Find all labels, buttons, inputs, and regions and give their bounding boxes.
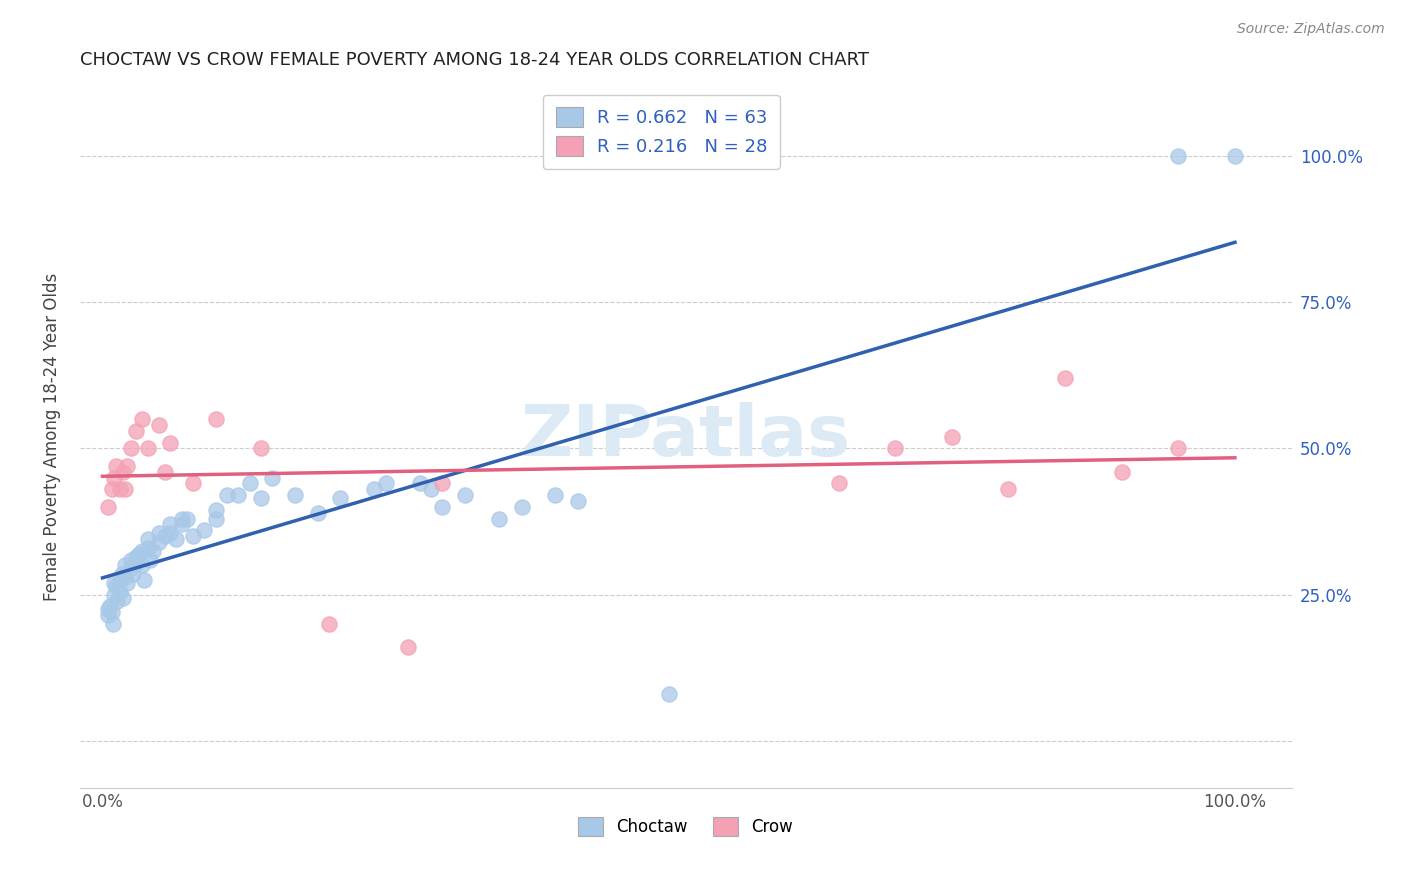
Point bbox=[103, 588, 125, 602]
Point bbox=[488, 511, 510, 525]
Point bbox=[148, 526, 170, 541]
Point bbox=[105, 593, 128, 607]
Legend: Choctaw, Crow: Choctaw, Crow bbox=[572, 811, 800, 843]
Point bbox=[117, 576, 139, 591]
Point bbox=[153, 529, 176, 543]
Point bbox=[114, 483, 136, 497]
Point bbox=[122, 567, 145, 582]
Point bbox=[544, 488, 567, 502]
Point bbox=[97, 608, 120, 623]
Point bbox=[165, 532, 187, 546]
Point bbox=[100, 599, 122, 614]
Point bbox=[101, 617, 124, 632]
Point bbox=[108, 573, 131, 587]
Text: Source: ZipAtlas.com: Source: ZipAtlas.com bbox=[1237, 22, 1385, 37]
Point bbox=[432, 500, 454, 514]
Point bbox=[827, 476, 849, 491]
Point bbox=[125, 424, 148, 438]
Text: ZIPatlas: ZIPatlas bbox=[520, 402, 851, 471]
Point bbox=[131, 558, 153, 573]
Point bbox=[318, 617, 340, 632]
Point bbox=[111, 591, 134, 605]
Point bbox=[131, 412, 153, 426]
Point bbox=[1111, 465, 1133, 479]
Point bbox=[120, 552, 142, 566]
Point bbox=[153, 465, 176, 479]
Point bbox=[419, 483, 441, 497]
Point bbox=[204, 511, 226, 525]
Point bbox=[108, 584, 131, 599]
Point bbox=[170, 517, 193, 532]
Point bbox=[250, 442, 273, 456]
Point bbox=[510, 500, 533, 514]
Point bbox=[159, 526, 181, 541]
Point bbox=[136, 541, 159, 555]
Point bbox=[159, 435, 181, 450]
Point bbox=[997, 483, 1019, 497]
Point bbox=[148, 417, 170, 432]
Point bbox=[262, 470, 284, 484]
Point bbox=[136, 532, 159, 546]
Point bbox=[454, 488, 477, 502]
Point bbox=[204, 412, 226, 426]
Point bbox=[884, 442, 907, 456]
Point bbox=[170, 511, 193, 525]
Point bbox=[114, 558, 136, 573]
Point bbox=[432, 476, 454, 491]
Point bbox=[239, 476, 262, 491]
Point bbox=[125, 549, 148, 564]
Point bbox=[131, 543, 153, 558]
Point bbox=[117, 458, 139, 473]
Point bbox=[120, 561, 142, 575]
Point bbox=[941, 430, 963, 444]
Point bbox=[567, 494, 589, 508]
Point bbox=[134, 573, 156, 587]
Point bbox=[363, 483, 385, 497]
Point bbox=[1167, 442, 1189, 456]
Point bbox=[136, 442, 159, 456]
Point bbox=[128, 547, 150, 561]
Point bbox=[108, 483, 131, 497]
Point bbox=[105, 458, 128, 473]
Point bbox=[100, 605, 122, 619]
Point bbox=[1054, 371, 1077, 385]
Point bbox=[97, 602, 120, 616]
Point bbox=[307, 506, 329, 520]
Point bbox=[111, 567, 134, 582]
Point bbox=[658, 687, 681, 701]
Point bbox=[396, 640, 419, 655]
Point bbox=[120, 442, 142, 456]
Point bbox=[100, 483, 122, 497]
Point bbox=[176, 511, 198, 525]
Point bbox=[329, 491, 352, 505]
Point bbox=[148, 535, 170, 549]
Point bbox=[250, 491, 273, 505]
Point bbox=[114, 570, 136, 584]
Point bbox=[1167, 149, 1189, 163]
Point bbox=[142, 543, 165, 558]
Point bbox=[284, 488, 307, 502]
Point bbox=[111, 465, 134, 479]
Point bbox=[374, 476, 396, 491]
Point bbox=[181, 476, 204, 491]
Point bbox=[181, 529, 204, 543]
Point bbox=[105, 579, 128, 593]
Point bbox=[159, 517, 181, 532]
Point bbox=[228, 488, 250, 502]
Point bbox=[139, 552, 162, 566]
Point bbox=[193, 524, 215, 538]
Point bbox=[103, 576, 125, 591]
Point bbox=[97, 500, 120, 514]
Point bbox=[103, 470, 125, 484]
Text: CHOCTAW VS CROW FEMALE POVERTY AMONG 18-24 YEAR OLDS CORRELATION CHART: CHOCTAW VS CROW FEMALE POVERTY AMONG 18-… bbox=[80, 51, 869, 69]
Point bbox=[217, 488, 239, 502]
Point bbox=[1223, 149, 1246, 163]
Point bbox=[125, 556, 148, 570]
Point bbox=[408, 476, 430, 491]
Point bbox=[204, 503, 226, 517]
Y-axis label: Female Poverty Among 18-24 Year Olds: Female Poverty Among 18-24 Year Olds bbox=[44, 273, 60, 601]
